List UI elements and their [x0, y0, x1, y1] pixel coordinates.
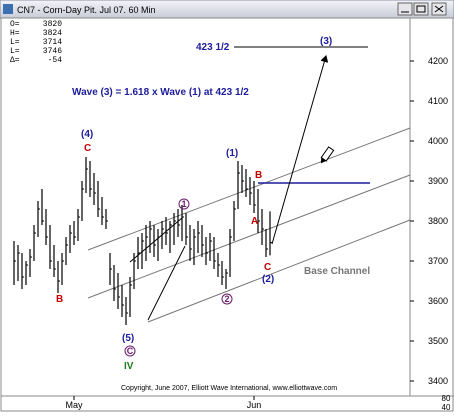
annotation: IV — [124, 361, 134, 372]
copyright: Copyright, June 2007, Elliott Wave Inter… — [121, 385, 337, 392]
y-tick-label: 3600 — [428, 296, 448, 306]
info-label: H= — [10, 29, 20, 38]
window-buttons[interactable] — [397, 2, 447, 16]
info-panel: O= 3820 H= 3824 L= 3714 L= 3746 Δ= -54 — [10, 20, 62, 65]
close-glyph — [434, 5, 444, 13]
annotation: (1) — [226, 148, 238, 159]
annotation: C — [127, 346, 134, 356]
annotation: 1 — [181, 199, 186, 209]
channel-line — [147, 219, 411, 323]
info-value: 3820 — [43, 20, 62, 29]
lower-panel-tick: 80 — [442, 394, 451, 403]
annotation: (5) — [122, 333, 134, 344]
annotation: (2) — [262, 274, 274, 285]
channel-line — [87, 174, 411, 299]
circle-marker — [124, 345, 136, 357]
pencil-icon — [320, 146, 335, 164]
channel-line — [87, 127, 411, 251]
channel — [87, 127, 411, 323]
info-label: Δ= — [10, 56, 20, 65]
y-tick-label: 3900 — [428, 176, 448, 186]
minimize-button[interactable] — [397, 2, 413, 16]
maximize-glyph — [416, 5, 426, 13]
y-tick-label: 4200 — [428, 56, 448, 66]
window-title: CN7 - Corn-Day Pit. Jul 07. 60 Min — [17, 5, 156, 15]
annotation: Wave (3) = 1.618 x Wave (1) at 423 1/2 — [72, 87, 249, 98]
y-tick-label: 3400 — [428, 376, 448, 386]
info-label: L= — [10, 38, 20, 47]
info-value: 3714 — [43, 38, 62, 47]
annotation: B — [255, 170, 262, 181]
annotation: (4) — [81, 129, 93, 140]
annotation: C — [264, 262, 271, 273]
y-tick-label: 3700 — [428, 256, 448, 266]
y-tick-label: 4000 — [428, 136, 448, 146]
projection-arrow — [271, 55, 329, 245]
y-tick-label: 3800 — [428, 216, 448, 226]
circle-marker — [221, 293, 233, 305]
annotation: (3) — [320, 36, 332, 47]
y-tick-label: 3500 — [428, 336, 448, 346]
lower-panel-tick: 40 — [442, 403, 451, 412]
maximize-button[interactable] — [413, 2, 429, 16]
annotation: 2 — [224, 294, 229, 304]
info-label: L= — [10, 47, 20, 56]
x-tick-label: Jun — [247, 400, 262, 410]
frame — [0, 17, 454, 412]
annotation: C — [84, 143, 91, 154]
info-label: O= — [10, 20, 20, 29]
info-value: 3824 — [43, 29, 62, 38]
info-value: 3746 — [43, 47, 62, 56]
window-icon — [3, 4, 13, 14]
y-tick-label: 4100 — [428, 96, 448, 106]
annotation: A — [251, 216, 258, 227]
price-bars — [13, 157, 272, 325]
annotation: 423 1/2 — [196, 42, 230, 53]
wave-line — [129, 217, 183, 263]
x-tick-label: May — [65, 400, 83, 410]
info-value: -54 — [48, 56, 63, 65]
circle-marker — [178, 198, 190, 210]
annotation: Base Channel — [304, 266, 370, 277]
wave-line — [147, 245, 186, 321]
annotation: B — [56, 294, 63, 305]
